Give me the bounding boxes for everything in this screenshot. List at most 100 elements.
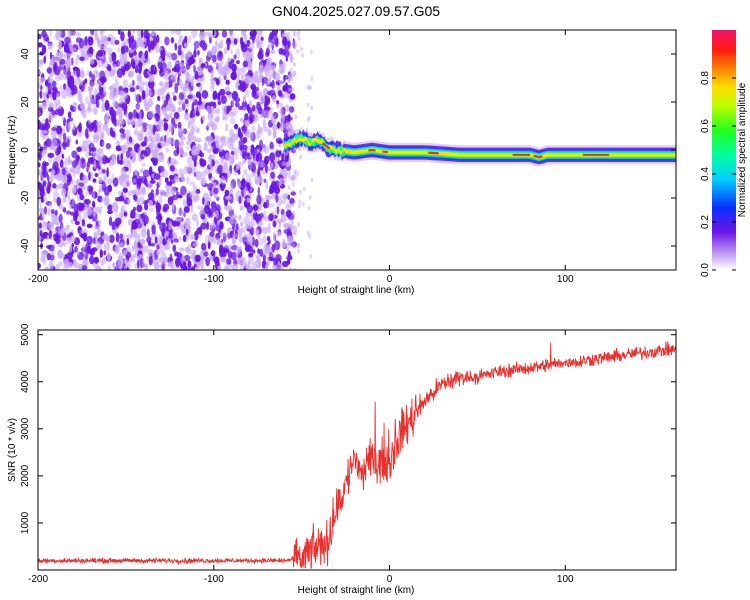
noise-speckle (180, 185, 187, 196)
noise-speckle (168, 123, 171, 134)
noise-speckle (47, 82, 52, 92)
noise-speckle (244, 74, 252, 84)
noise-speckle (111, 155, 117, 165)
snr-panel: -200 -100 0 100 1000 2000 3000 4000 5000 Height … (7, 323, 677, 596)
noise-speckle (293, 31, 296, 37)
noise-speckle (91, 73, 96, 83)
noise-speckle (286, 121, 293, 133)
noise-speckle (307, 230, 310, 236)
noise-speckle (210, 250, 216, 257)
noise-speckle (275, 150, 282, 158)
noise-speckle (289, 106, 295, 113)
noise-speckle (239, 131, 244, 140)
noise-speckle (184, 82, 189, 92)
noise-speckle (222, 115, 226, 121)
noise-speckle (225, 79, 230, 85)
noise-speckle (126, 174, 130, 180)
noise-speckle (120, 30, 125, 42)
noise-speckle (206, 105, 211, 113)
noise-speckle (166, 104, 172, 112)
noise-speckles (38, 30, 314, 270)
noise-speckle (52, 90, 57, 101)
noise-speckle (145, 32, 151, 38)
noise-speckle (140, 30, 144, 38)
noise-speckle (61, 154, 65, 159)
noise-speckle (52, 183, 57, 189)
noise-speckle (70, 218, 74, 225)
noise-speckle (170, 72, 175, 81)
noise-speckle (240, 43, 248, 53)
noise-speckle (94, 173, 99, 177)
noise-speckle (196, 143, 202, 152)
noise-speckle (115, 217, 122, 226)
noise-speckle (114, 75, 119, 84)
noise-speckle (63, 52, 67, 59)
noise-speckle (108, 54, 113, 64)
noise-speckle (219, 136, 225, 146)
noise-speckle (212, 54, 217, 63)
noise-speckle (172, 204, 175, 211)
noise-speckle (228, 244, 232, 251)
noise-speckle (258, 237, 264, 246)
noise-speckle (216, 115, 220, 122)
noise-speckle (38, 42, 43, 48)
noise-speckle (200, 177, 206, 186)
noise-speckle (171, 90, 176, 97)
noise-speckle (142, 169, 150, 178)
noise-speckle (294, 114, 298, 120)
noise-speckle (168, 220, 172, 231)
noise-speckle (236, 177, 239, 185)
noise-speckle (260, 166, 264, 171)
noise-speckle (203, 204, 211, 215)
noise-speckle (266, 47, 270, 56)
noise-speckle (259, 145, 263, 152)
noise-speckle (293, 267, 297, 270)
noise-speckle (66, 252, 73, 260)
noise-speckle (184, 52, 190, 61)
noise-speckle (288, 223, 294, 230)
noise-speckle (177, 121, 182, 129)
noise-speckle (38, 262, 41, 269)
noise-speckle (260, 36, 264, 41)
noise-speckle (74, 58, 79, 66)
noise-speckle (122, 187, 128, 193)
noise-speckle (87, 185, 94, 192)
noise-speckle (137, 38, 144, 46)
noise-speckle (76, 202, 84, 212)
noise-speckle (144, 50, 149, 60)
noise-speckle (194, 70, 199, 80)
snr-y-tick-label: 2000 (20, 464, 31, 487)
noise-speckle (86, 245, 91, 254)
noise-speckle (136, 180, 141, 191)
snr-y-tick-label: 4000 (20, 370, 31, 393)
noise-speckle (133, 195, 138, 202)
noise-speckle (88, 171, 91, 181)
noise-speckle (167, 55, 173, 61)
noise-speckle (193, 263, 197, 268)
noise-speckle (73, 31, 80, 37)
noise-speckle (182, 234, 187, 243)
noise-speckle (104, 115, 110, 124)
noise-speckle (45, 138, 52, 147)
noise-speckle (120, 214, 124, 220)
noise-speckle (244, 260, 247, 269)
noise-speckle (99, 129, 105, 140)
noise-speckle (257, 257, 261, 268)
noise-speckle (231, 69, 237, 78)
noise-speckle (144, 263, 148, 269)
noise-speckle (285, 56, 288, 62)
noise-speckle (57, 106, 65, 117)
noise-speckle (123, 259, 128, 264)
noise-speckle (183, 206, 190, 213)
noise-speckle (217, 64, 223, 72)
snr-x-tick-label: 0 (387, 574, 393, 585)
noise-speckle (141, 245, 149, 253)
noise-speckle (266, 57, 270, 63)
noise-speckle (63, 47, 67, 53)
noise-speckle (174, 42, 178, 51)
noise-speckle (152, 253, 155, 263)
noise-speckle (72, 84, 78, 95)
noise-speckle (186, 156, 193, 165)
noise-speckle (47, 76, 51, 83)
noise-speckle (256, 30, 263, 36)
